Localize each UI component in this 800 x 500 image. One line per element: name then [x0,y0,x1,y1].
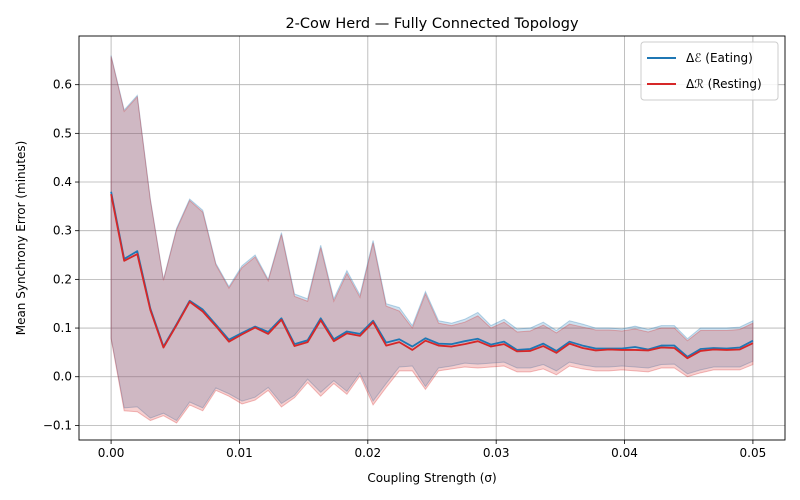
x-tick-label: 0.04 [611,446,638,460]
y-tick-label: 0.0 [53,370,72,384]
plot-area-frame [78,35,786,441]
x-axis-ticks: 0.00 0.01 0.02 0.03 0.04 0.05 [98,440,767,460]
y-tick-label: 0.6 [53,78,72,92]
y-tick-label: 0.3 [53,224,72,238]
y-tick-label: 0.2 [53,272,72,286]
x-tick-label: 0.05 [740,446,767,460]
legend-label-resting: Δℛ (Resting) [686,77,762,91]
x-tick-label: 0.03 [483,446,510,460]
x-axis-label: Coupling Strength (σ) [367,471,496,485]
series-line-resting [110,194,754,360]
y-tick-label: 0.4 [53,175,72,189]
series-line-eating [110,191,754,358]
legend-label-eating: Δℰ (Eating) [686,51,753,65]
y-axis-label: Mean Synchrony Error (minutes) [14,141,28,336]
legend-box [640,41,779,101]
y-axis-ticks: −0.1 0.0 0.1 0.2 0.3 0.4 0.5 0.6 [43,78,79,432]
legend: Δℰ (Eating) Δℛ (Resting) [640,41,779,101]
y-tick-label: 0.5 [53,126,72,140]
chart-title: 2-Cow Herd — Fully Connected Topology [285,16,578,32]
grid [79,36,785,440]
y-tick-label: 0.1 [53,321,72,335]
y-tick-label: −0.1 [43,418,72,432]
series-lines [110,191,754,360]
x-tick-label: 0.01 [226,446,253,460]
x-tick-label: 0.02 [354,446,381,460]
x-tick-label: 0.00 [98,446,125,460]
